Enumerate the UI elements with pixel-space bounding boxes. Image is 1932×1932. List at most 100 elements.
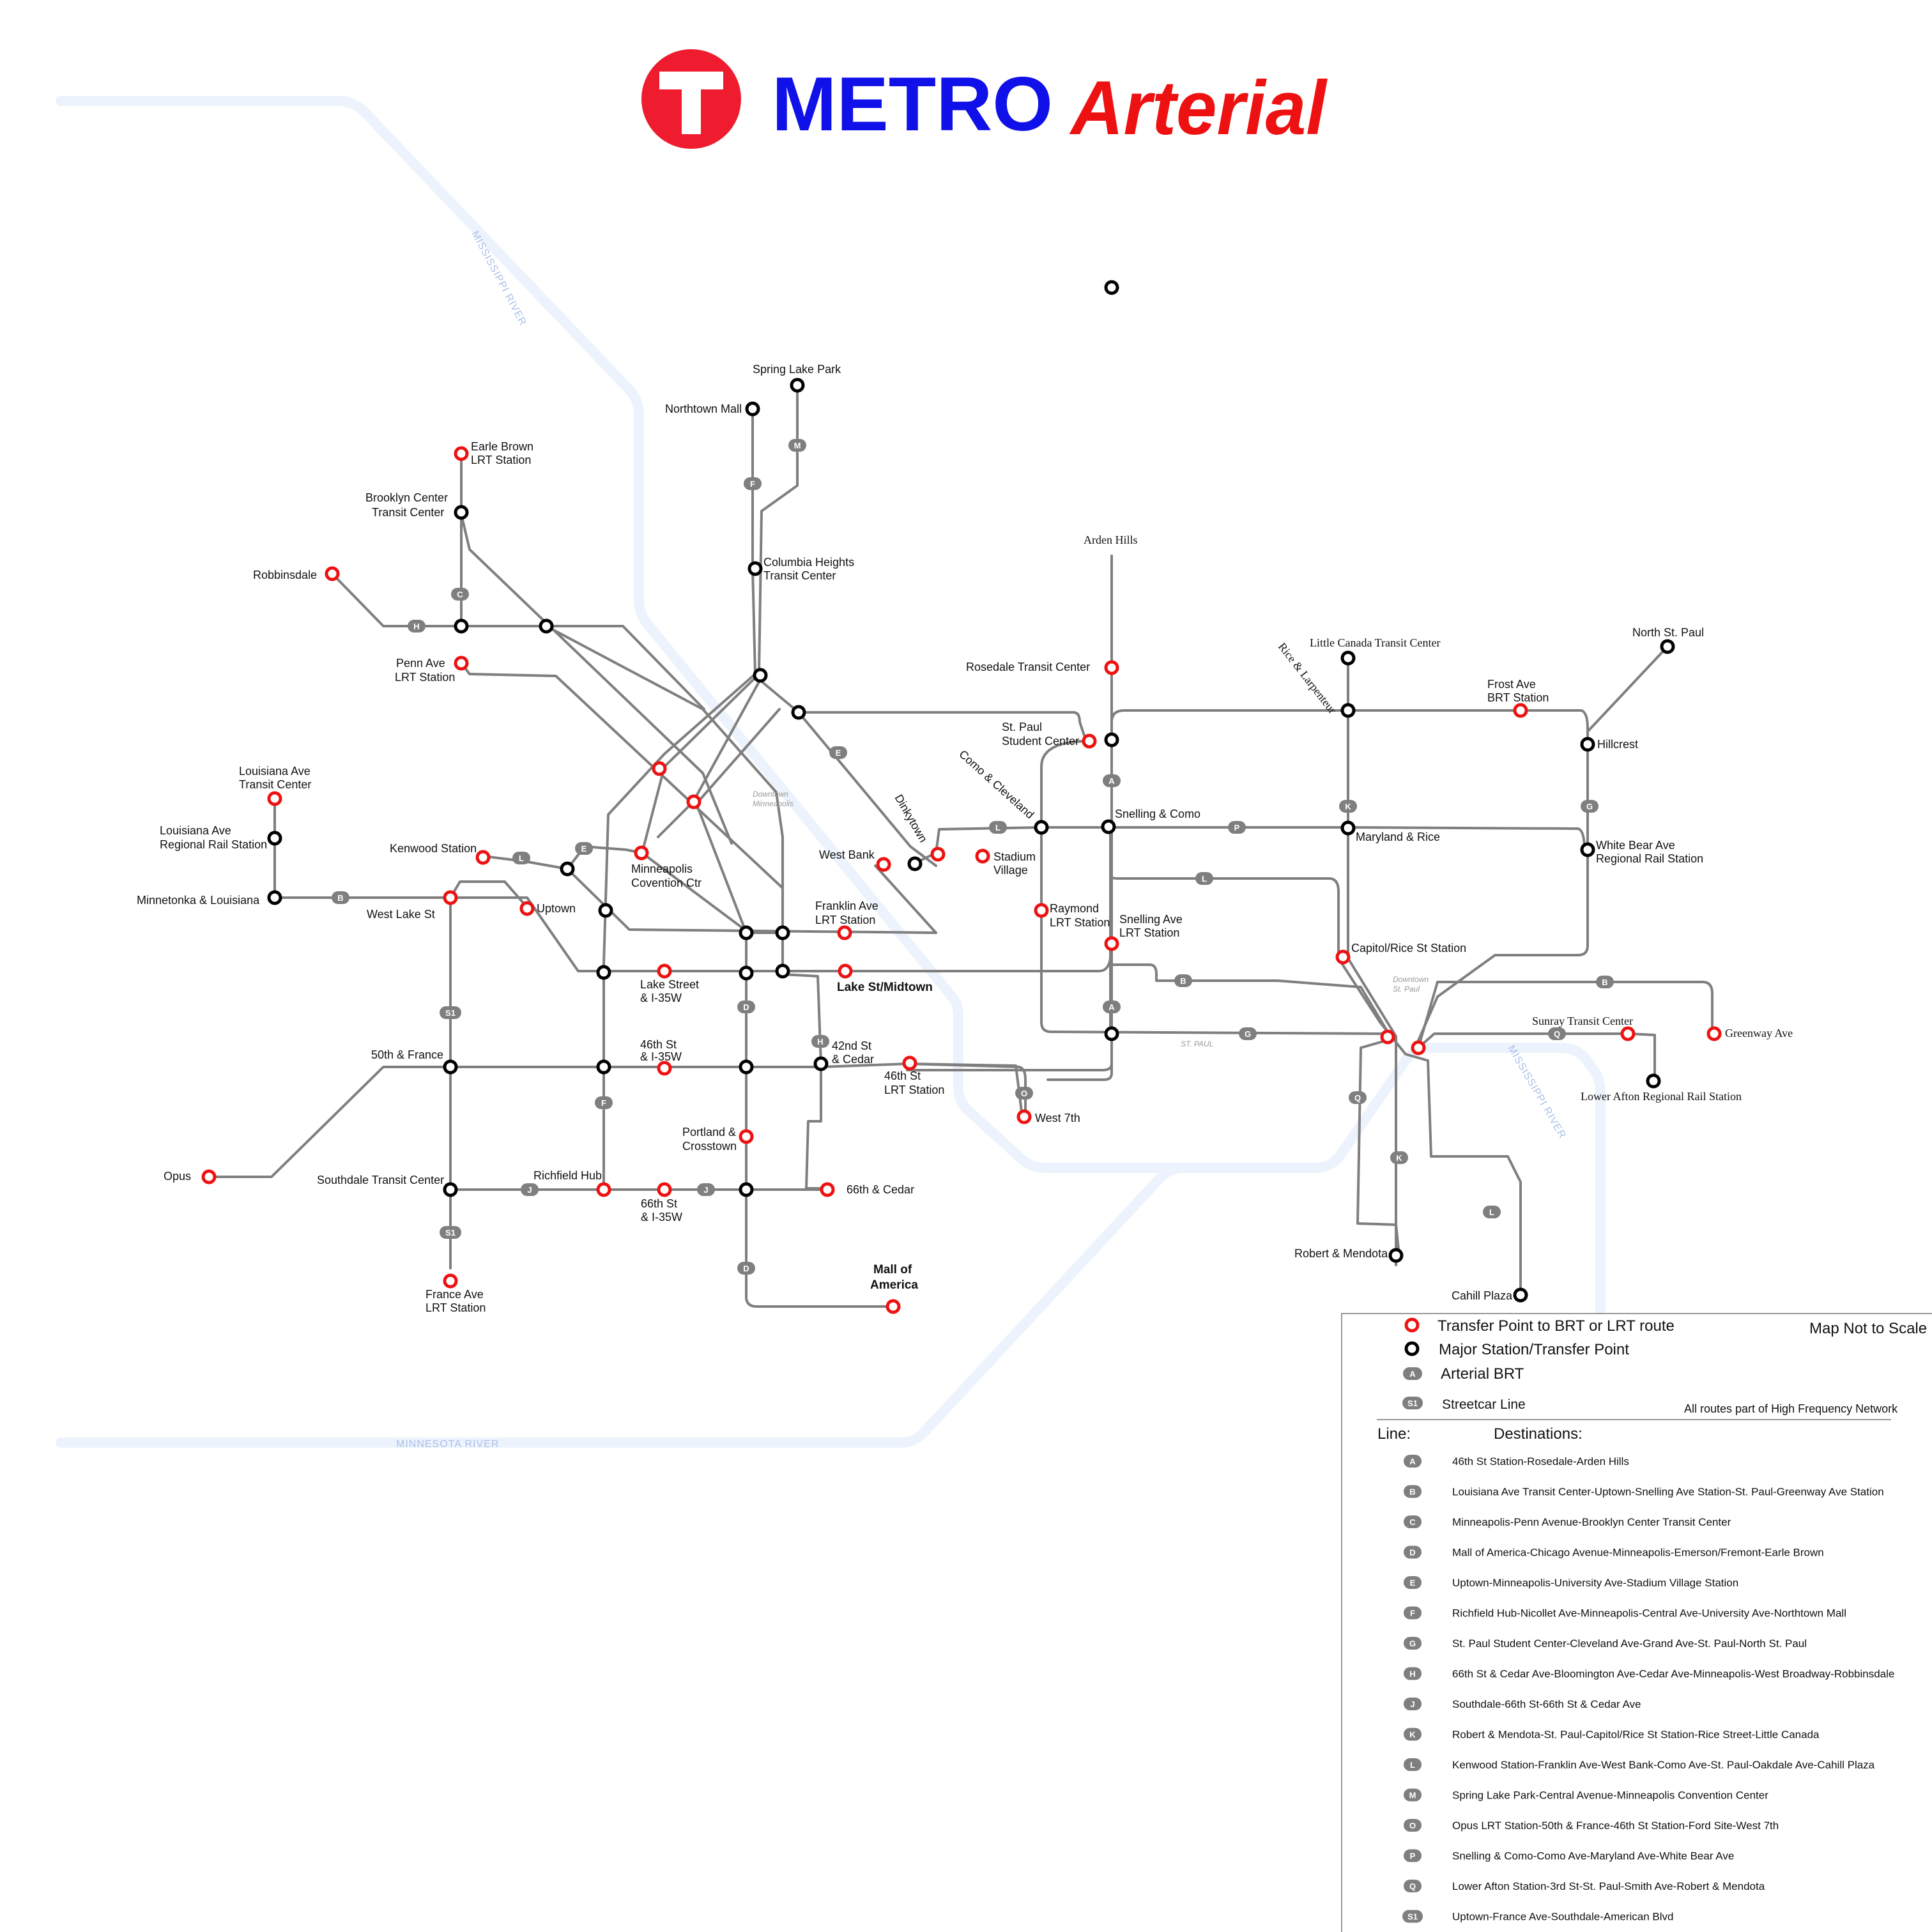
- route-badge-text: L: [995, 823, 1000, 832]
- legend-row-f: F Richfield Hub-Nicollet Ave-Minneapolis-…: [1404, 1606, 1846, 1620]
- route-badge-text: J: [703, 1185, 708, 1195]
- label-brooklyn-center-2: Transit Center: [372, 506, 444, 519]
- route-badge-c: C: [451, 588, 469, 601]
- major-stop: [596, 965, 611, 980]
- route-badge-pill: [1239, 1027, 1257, 1040]
- major-stop: [1580, 842, 1595, 857]
- route-badge-text: G: [1586, 802, 1593, 811]
- legend-not-to-scale: Map Not to Scale: [1809, 1320, 1927, 1337]
- route-badge-text: Q: [1354, 1093, 1361, 1103]
- transfer-stop: [837, 925, 852, 940]
- major-stop: [1513, 1287, 1528, 1303]
- label-robbinsdale: Robbinsdale: [253, 569, 317, 581]
- route-badge-pill: [1103, 774, 1121, 787]
- major-stop: [1388, 1248, 1404, 1263]
- transfer-stop: [1411, 1040, 1426, 1055]
- label-richfield-hub: Richfield Hub: [533, 1169, 602, 1182]
- route-l-east: [1109, 874, 1522, 1295]
- route-badge-text: L: [1489, 1208, 1494, 1217]
- route-e-university: [759, 679, 937, 867]
- major-stop: [1104, 1026, 1119, 1041]
- legend-dest-header: Destinations:: [1494, 1425, 1583, 1443]
- route-badge-pill: [440, 1226, 461, 1239]
- route-a: [1046, 555, 1113, 1081]
- transfer-stop: [838, 963, 853, 979]
- label-snelling-lrt-1: Snelling Ave: [1119, 913, 1183, 926]
- route-b-east: [1110, 963, 1391, 1036]
- route-badge-o: O: [1015, 1087, 1033, 1100]
- label-penn-ave-1: Penn Ave: [396, 657, 445, 670]
- legend-row-badge-text: G: [1409, 1639, 1416, 1648]
- label-stadium-village-1: Stadium: [993, 850, 1036, 863]
- legend-row-badge: [1404, 1667, 1422, 1680]
- route-badges: F M C H E E L B L P A K G L B A G B Q S1 D H O F J J S1 D Q K L: [332, 439, 1614, 1275]
- legend-row-badge-text: J: [1410, 1699, 1414, 1709]
- route-badge-e: E: [575, 842, 593, 855]
- label-46th-lrt-2: LRT Station: [884, 1084, 944, 1096]
- legend-row-destination: Louisiana Ave Transit Center-Uptown-Snel…: [1452, 1486, 1884, 1498]
- route-p: [1040, 826, 1586, 851]
- route-badge-h: H: [408, 620, 425, 632]
- route-badge-text: F: [750, 479, 755, 489]
- route-badge-pill: [521, 1183, 539, 1196]
- legend-row-o: O Opus LRT Station-50th & France-46th St …: [1404, 1819, 1779, 1832]
- route-badge-pill: [1015, 1087, 1033, 1100]
- legend-row-j: J Southdale-66th St-66th St & Cedar Ave: [1404, 1698, 1641, 1710]
- label-rosedale: Rosedale Transit Center: [966, 661, 1090, 673]
- label-frost-ave-1: Frost Ave: [1487, 678, 1536, 691]
- legend-row-badge: [1404, 1606, 1422, 1620]
- transfer-stop: [1016, 1109, 1032, 1124]
- major-stop: [1660, 639, 1675, 654]
- transfer-stop: [443, 1273, 458, 1289]
- transfer-stop: [902, 1055, 917, 1071]
- label-france-lrt-1: France Ave: [425, 1288, 484, 1301]
- label-earle-brown-1: Earle Brown: [471, 440, 533, 453]
- legend-row-badge: [1404, 1515, 1422, 1528]
- legend-row-b: B Louisiana Ave Transit Center-Uptown-Sne…: [1404, 1485, 1884, 1498]
- route-badge-pill: [1548, 1027, 1566, 1040]
- legend-major-label: Major Station/Transfer Point: [1439, 1341, 1629, 1358]
- transfer-stop: [1706, 1026, 1722, 1041]
- major-stop: [454, 505, 469, 520]
- major-stop: [443, 1182, 458, 1197]
- route-badge-pill: [408, 620, 425, 632]
- route-badge-e: E: [829, 746, 847, 759]
- legend-row-destination: Minneapolis-Penn Avenue-Brooklyn Center …: [1452, 1516, 1731, 1528]
- label-france-lrt-2: LRT Station: [425, 1301, 486, 1314]
- legend-box: [1341, 1313, 1932, 1932]
- transfer-stop: [267, 791, 282, 806]
- legend-row-h: H 66th St & Cedar Ave-Bloomington Ave-Ced…: [1404, 1667, 1894, 1680]
- major-stop: [791, 705, 806, 720]
- label-dinkytown: Dinkytown: [893, 792, 930, 845]
- route-badge-b: B: [1174, 974, 1192, 987]
- route-badge-text: B: [337, 893, 343, 903]
- major-stop: [753, 668, 768, 683]
- label-moa-1: Mall of: [873, 1263, 912, 1276]
- label-sunray: Sunray Transit Center: [1532, 1015, 1633, 1027]
- stops: [201, 280, 1722, 1314]
- label-lake-i35w-1: Lake Street: [640, 978, 699, 991]
- route-badge-text: O: [1021, 1089, 1027, 1098]
- label-west-7th: West 7th: [1035, 1112, 1080, 1124]
- label-southdale: Southdale Transit Center: [317, 1174, 444, 1186]
- transfer-stop: [519, 901, 535, 916]
- label-penn-ave-2: LRT Station: [395, 671, 455, 684]
- transfer-stop: [1335, 949, 1351, 965]
- label-spring-lake-park: Spring Lake Park: [753, 363, 841, 376]
- label-46th-lrt-1: 46th St: [884, 1070, 921, 1082]
- route-badge-text: D: [743, 1264, 749, 1273]
- route-badge-text: A: [1108, 776, 1115, 786]
- legend-row-badge: [1404, 1880, 1422, 1892]
- legend-row-badge-text: K: [1409, 1730, 1416, 1740]
- route-badge-s1: S1: [440, 1226, 461, 1239]
- route-badge-text: C: [457, 590, 463, 599]
- major-stop: [775, 963, 790, 979]
- route-h-east: [545, 625, 705, 710]
- route-badge-text: J: [527, 1185, 532, 1195]
- route-northstpaul: [1586, 645, 1669, 733]
- label-snelling-lrt-2: LRT Station: [1119, 926, 1179, 939]
- legend-row-badge-text: L: [1410, 1760, 1415, 1770]
- route-g-east: [1414, 743, 1589, 1049]
- legend-row-badge: [1404, 1637, 1422, 1650]
- route-f-downtown: [602, 673, 756, 1190]
